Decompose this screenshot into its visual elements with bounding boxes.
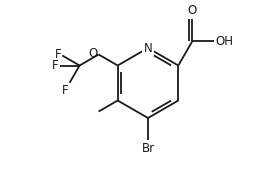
Text: F: F bbox=[52, 59, 59, 72]
Text: OH: OH bbox=[215, 35, 233, 48]
Text: F: F bbox=[55, 48, 61, 61]
Text: O: O bbox=[188, 4, 197, 17]
Text: F: F bbox=[62, 84, 69, 97]
Text: O: O bbox=[88, 47, 98, 60]
Text: Br: Br bbox=[142, 142, 155, 155]
Text: N: N bbox=[144, 41, 152, 54]
